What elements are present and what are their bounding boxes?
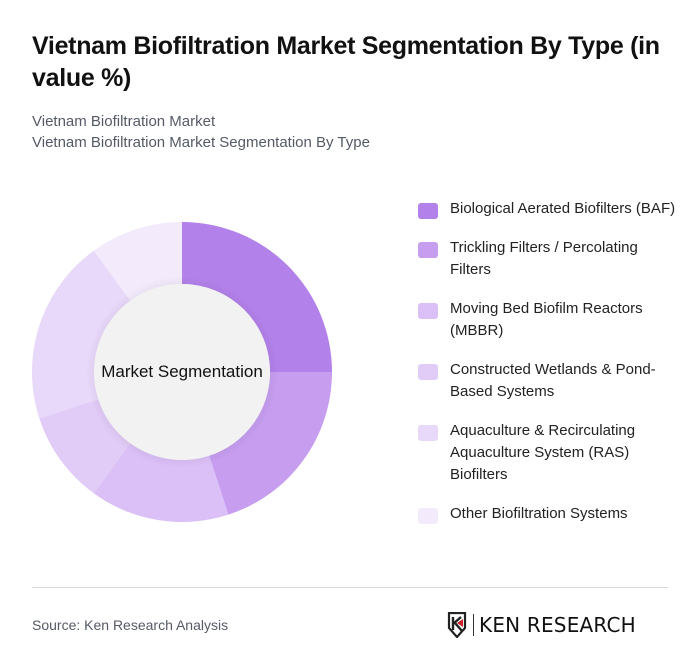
ken-research-logo-icon: [447, 612, 467, 638]
legend-swatch: [418, 425, 438, 441]
legend-label: Aquaculture & Recirculating Aquaculture …: [450, 422, 636, 483]
legend-label: Other Biofiltration Systems: [450, 505, 628, 522]
source-note: Source: Ken Research Analysis: [32, 617, 229, 633]
legend-label: Moving Bed Biofilm Reactors (MBBR): [450, 300, 643, 339]
legend-swatch: [418, 303, 438, 319]
legend-swatch: [418, 364, 438, 380]
legend-item: Other Biofiltration Systems: [418, 503, 678, 525]
legend-item: Constructed Wetlands & Pond-Based System…: [418, 359, 678, 403]
legend: Biological Aerated Biofilters (BAF) Tric…: [418, 198, 678, 542]
legend-label: Trickling Filters / Percolating Filters: [450, 239, 638, 278]
legend-item: Biological Aerated Biofilters (BAF): [418, 198, 678, 220]
donut-hole: [94, 284, 270, 460]
legend-swatch: [418, 203, 438, 219]
legend-item: Moving Bed Biofilm Reactors (MBBR): [418, 298, 678, 342]
legend-label: Biological Aerated Biofilters (BAF): [450, 200, 676, 217]
legend-item: Trickling Filters / Percolating Filters: [418, 237, 678, 281]
donut-segment: [209, 372, 332, 515]
logo-text: KEN RESEARCH: [479, 613, 636, 637]
breadcrumb-segmentation: Vietnam Biofiltration Market Segmentatio…: [32, 134, 370, 151]
ken-research-logo: KEN RESEARCH: [447, 611, 636, 639]
chart-title: Vietnam Biofiltration Market Segmentatio…: [32, 32, 660, 92]
donut-segment: [31, 250, 131, 419]
footer-divider: [32, 587, 668, 588]
legend-swatch: [418, 242, 438, 258]
legend-item: Aquaculture & Recirculating Aquaculture …: [418, 420, 678, 486]
legend-label: Constructed Wetlands & Pond-Based System…: [450, 361, 656, 400]
donut-segment: [182, 222, 332, 372]
donut-center-label: Market Segmentation: [101, 362, 263, 381]
logo-separator: [473, 614, 474, 636]
breadcrumb-market: Vietnam Biofiltration Market: [32, 113, 216, 130]
legend-swatch: [418, 508, 438, 524]
donut-chart: [31, 222, 332, 522]
